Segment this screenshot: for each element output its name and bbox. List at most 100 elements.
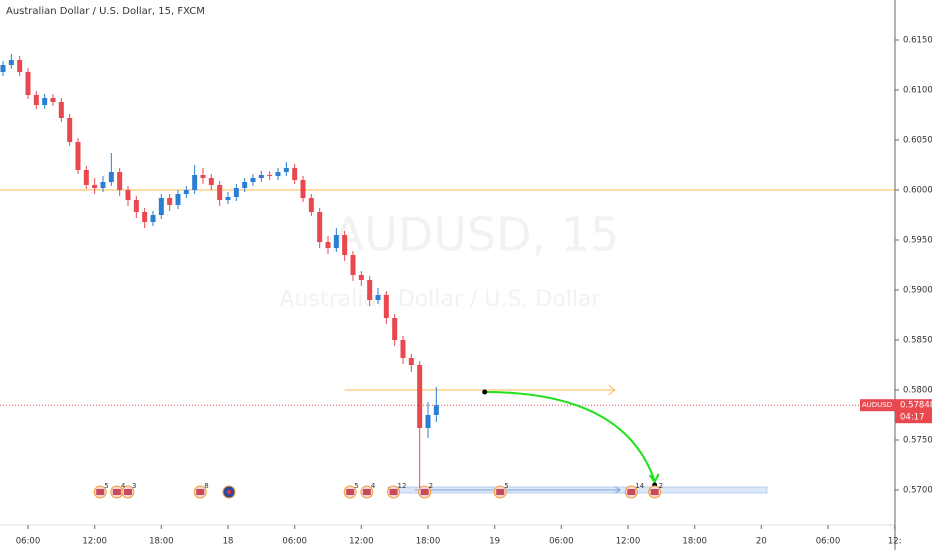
event-flag bbox=[389, 489, 398, 495]
event-flag bbox=[496, 489, 505, 495]
x-tick-label: 06:00 bbox=[282, 537, 307, 547]
event-flag bbox=[124, 489, 132, 495]
x-tick-label: 18:00 bbox=[416, 537, 441, 547]
candle-body bbox=[283, 168, 289, 172]
projection-arrow-head bbox=[648, 473, 660, 484]
event-flag bbox=[196, 489, 205, 495]
event-icon[interactable]: 5 bbox=[93, 482, 109, 499]
event-flag bbox=[650, 489, 659, 495]
flag-icon bbox=[222, 485, 236, 499]
x-tick-label: 19 bbox=[489, 537, 500, 547]
candle-body bbox=[150, 215, 156, 222]
x-tick-label: 18:00 bbox=[149, 537, 174, 547]
candle-body bbox=[83, 170, 89, 185]
x-tick-label: 18 bbox=[223, 537, 234, 547]
candle-body bbox=[208, 178, 214, 185]
event-icon[interactable]: 8 bbox=[193, 482, 209, 499]
x-tick-label: 18:00 bbox=[682, 537, 707, 547]
x-tick-label: 06:00 bbox=[816, 537, 841, 547]
event-icon[interactable]: 2 bbox=[648, 482, 663, 499]
event-count: 5 bbox=[504, 482, 508, 490]
candle-body bbox=[167, 198, 173, 205]
candle-body bbox=[383, 295, 389, 318]
candle-body bbox=[300, 180, 306, 198]
event-count: 5 bbox=[354, 482, 358, 490]
candle-body bbox=[58, 102, 64, 118]
candle-body bbox=[108, 172, 114, 182]
symbol-label: AUDUSD bbox=[862, 401, 892, 409]
candle-body bbox=[217, 185, 223, 200]
candle-body bbox=[0, 65, 6, 72]
x-tick-label: 12:00 bbox=[349, 537, 374, 547]
candle-body bbox=[258, 175, 264, 178]
entry-arrow-head bbox=[608, 384, 616, 396]
candle-body bbox=[117, 172, 123, 190]
candle-body bbox=[267, 175, 273, 176]
candle-body bbox=[325, 242, 331, 248]
candle-body bbox=[275, 172, 281, 176]
target-arrow-head bbox=[614, 486, 622, 494]
candle-body bbox=[125, 190, 131, 200]
candle-body bbox=[183, 190, 189, 194]
event-count: 5 bbox=[104, 482, 108, 490]
x-tick-label: 20 bbox=[756, 537, 767, 547]
candle-body bbox=[417, 365, 423, 428]
watermark: AUDUSD, 15 bbox=[333, 208, 620, 262]
event-flag bbox=[420, 489, 429, 495]
candle-body bbox=[375, 295, 381, 300]
event-count: 8 bbox=[204, 482, 208, 490]
last-price-label: 0.57848 bbox=[900, 401, 932, 411]
candle-body bbox=[242, 182, 248, 188]
candle-body bbox=[75, 142, 81, 170]
candle-body bbox=[317, 212, 323, 242]
candle-body bbox=[100, 182, 106, 188]
candle-body bbox=[67, 118, 73, 142]
event-icon[interactable]: 4 bbox=[360, 482, 376, 499]
candle-body bbox=[142, 212, 148, 222]
countdown: 04:17 bbox=[900, 413, 925, 423]
watermark-subtitle: Australian Dollar / U.S. Dollar bbox=[280, 287, 602, 312]
event-flag bbox=[362, 489, 371, 495]
candle-body bbox=[342, 235, 348, 255]
event-icon[interactable]: 3 bbox=[121, 482, 136, 499]
candle-body bbox=[200, 175, 206, 178]
candle-body bbox=[33, 95, 39, 105]
candle-body bbox=[233, 188, 239, 197]
candle-body bbox=[308, 198, 314, 212]
event-icon[interactable]: 14 bbox=[624, 482, 645, 499]
candle-body bbox=[158, 198, 164, 215]
event-flag bbox=[112, 489, 121, 495]
event-icon[interactable]: 12 bbox=[387, 482, 407, 499]
event-icon[interactable]: 5 bbox=[493, 482, 509, 499]
candle-body bbox=[175, 194, 181, 205]
candle-body bbox=[358, 275, 364, 280]
candle-body bbox=[42, 98, 48, 105]
candle-body bbox=[400, 340, 406, 358]
event-flag bbox=[346, 489, 355, 495]
event-flag bbox=[627, 489, 636, 495]
projection-curve bbox=[484, 391, 656, 482]
candle-body bbox=[392, 318, 398, 340]
event-flag bbox=[96, 489, 105, 495]
candle-body bbox=[92, 185, 98, 188]
projection-start bbox=[482, 389, 488, 395]
event-icon[interactable]: 2 bbox=[418, 482, 433, 499]
candle-body bbox=[50, 98, 56, 102]
candle-body bbox=[408, 358, 414, 365]
event-icon[interactable]: 5 bbox=[343, 482, 359, 499]
event-count: 4 bbox=[121, 482, 126, 490]
event-count: 3 bbox=[132, 482, 136, 490]
price-tag bbox=[895, 399, 932, 424]
candle-body bbox=[333, 235, 339, 248]
x-tick-label: 12:00 bbox=[82, 537, 107, 547]
candle-body bbox=[433, 405, 439, 415]
